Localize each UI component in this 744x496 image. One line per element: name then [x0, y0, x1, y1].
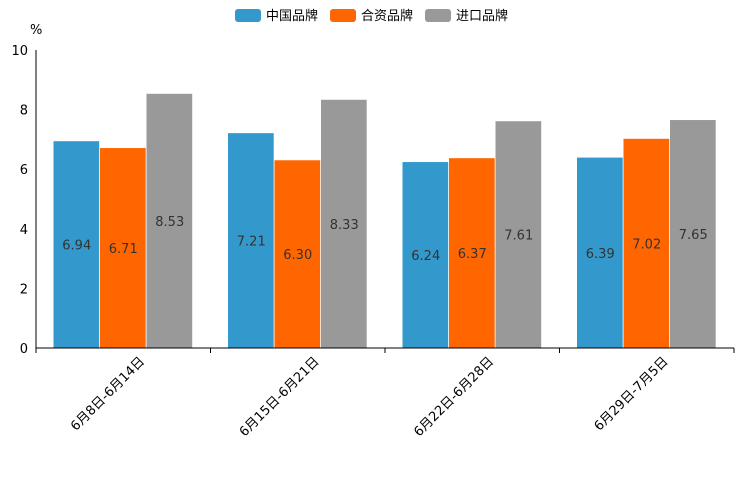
legend: 中国品牌 合资品牌 进口品牌 [235, 8, 508, 24]
bar-value-label: 6.24 [411, 249, 440, 264]
bar-value-label: 6.39 [586, 247, 615, 262]
y-tick-label: 2 [20, 282, 28, 297]
bar [402, 162, 449, 348]
legend-swatch [330, 9, 356, 22]
x-axis: 6月8日-6月14日 6月15日-6月21日 6月22日-6月28日 6月29日-7月… [35, 347, 735, 440]
y-tick-label: 0 [20, 342, 28, 357]
y-axis-unit-label: % [30, 23, 42, 38]
bar-value-label: 7.21 [237, 235, 266, 250]
bar-value-label: 8.53 [155, 215, 184, 230]
x-tick-label: 6月29日-7月5日 [592, 354, 672, 434]
bar-value-label: 6.30 [283, 248, 312, 263]
bar-value-label: 7.65 [679, 228, 708, 243]
bar-value-label: 6.94 [62, 239, 91, 254]
y-tick-label: 8 [20, 104, 28, 119]
x-tick-label: 6月22日-6月28日 [411, 354, 497, 440]
bar [577, 157, 623, 348]
bar [228, 133, 274, 348]
legend-swatch [425, 9, 451, 22]
bar-value-label: 6.37 [458, 247, 487, 262]
bar [274, 160, 321, 348]
legend-swatch [235, 9, 261, 22]
bar-value-label: 7.02 [632, 237, 661, 252]
y-tick-label: 10 [11, 44, 28, 59]
legend-label: 进口品牌 [456, 8, 508, 24]
bar [670, 120, 716, 348]
bar [623, 138, 670, 348]
legend-label: 中国品牌 [266, 8, 318, 24]
x-tick-label: 6月15日-6月21日 [237, 354, 323, 440]
y-tick-label: 4 [20, 223, 28, 238]
data-labels: 6.94 6.71 8.53 7.21 6.30 8.33 6.24 6.37 7.61 6.39… [62, 215, 707, 264]
bar-value-label: 6.71 [109, 242, 138, 257]
bar-value-label: 8.33 [330, 218, 359, 233]
bar-value-label: 7.61 [504, 229, 533, 244]
bar [495, 121, 542, 348]
bar [53, 141, 100, 348]
legend-label: 合资品牌 [361, 8, 413, 24]
bar [146, 93, 193, 348]
y-tick-label: 6 [20, 163, 28, 178]
bar [321, 99, 367, 349]
y-axis: 0 2 4 6 8 10 [11, 44, 37, 357]
bars [53, 93, 716, 349]
bar [449, 158, 495, 348]
bar [100, 148, 146, 348]
x-tick-label: 6月8日-6月14日 [68, 354, 148, 434]
